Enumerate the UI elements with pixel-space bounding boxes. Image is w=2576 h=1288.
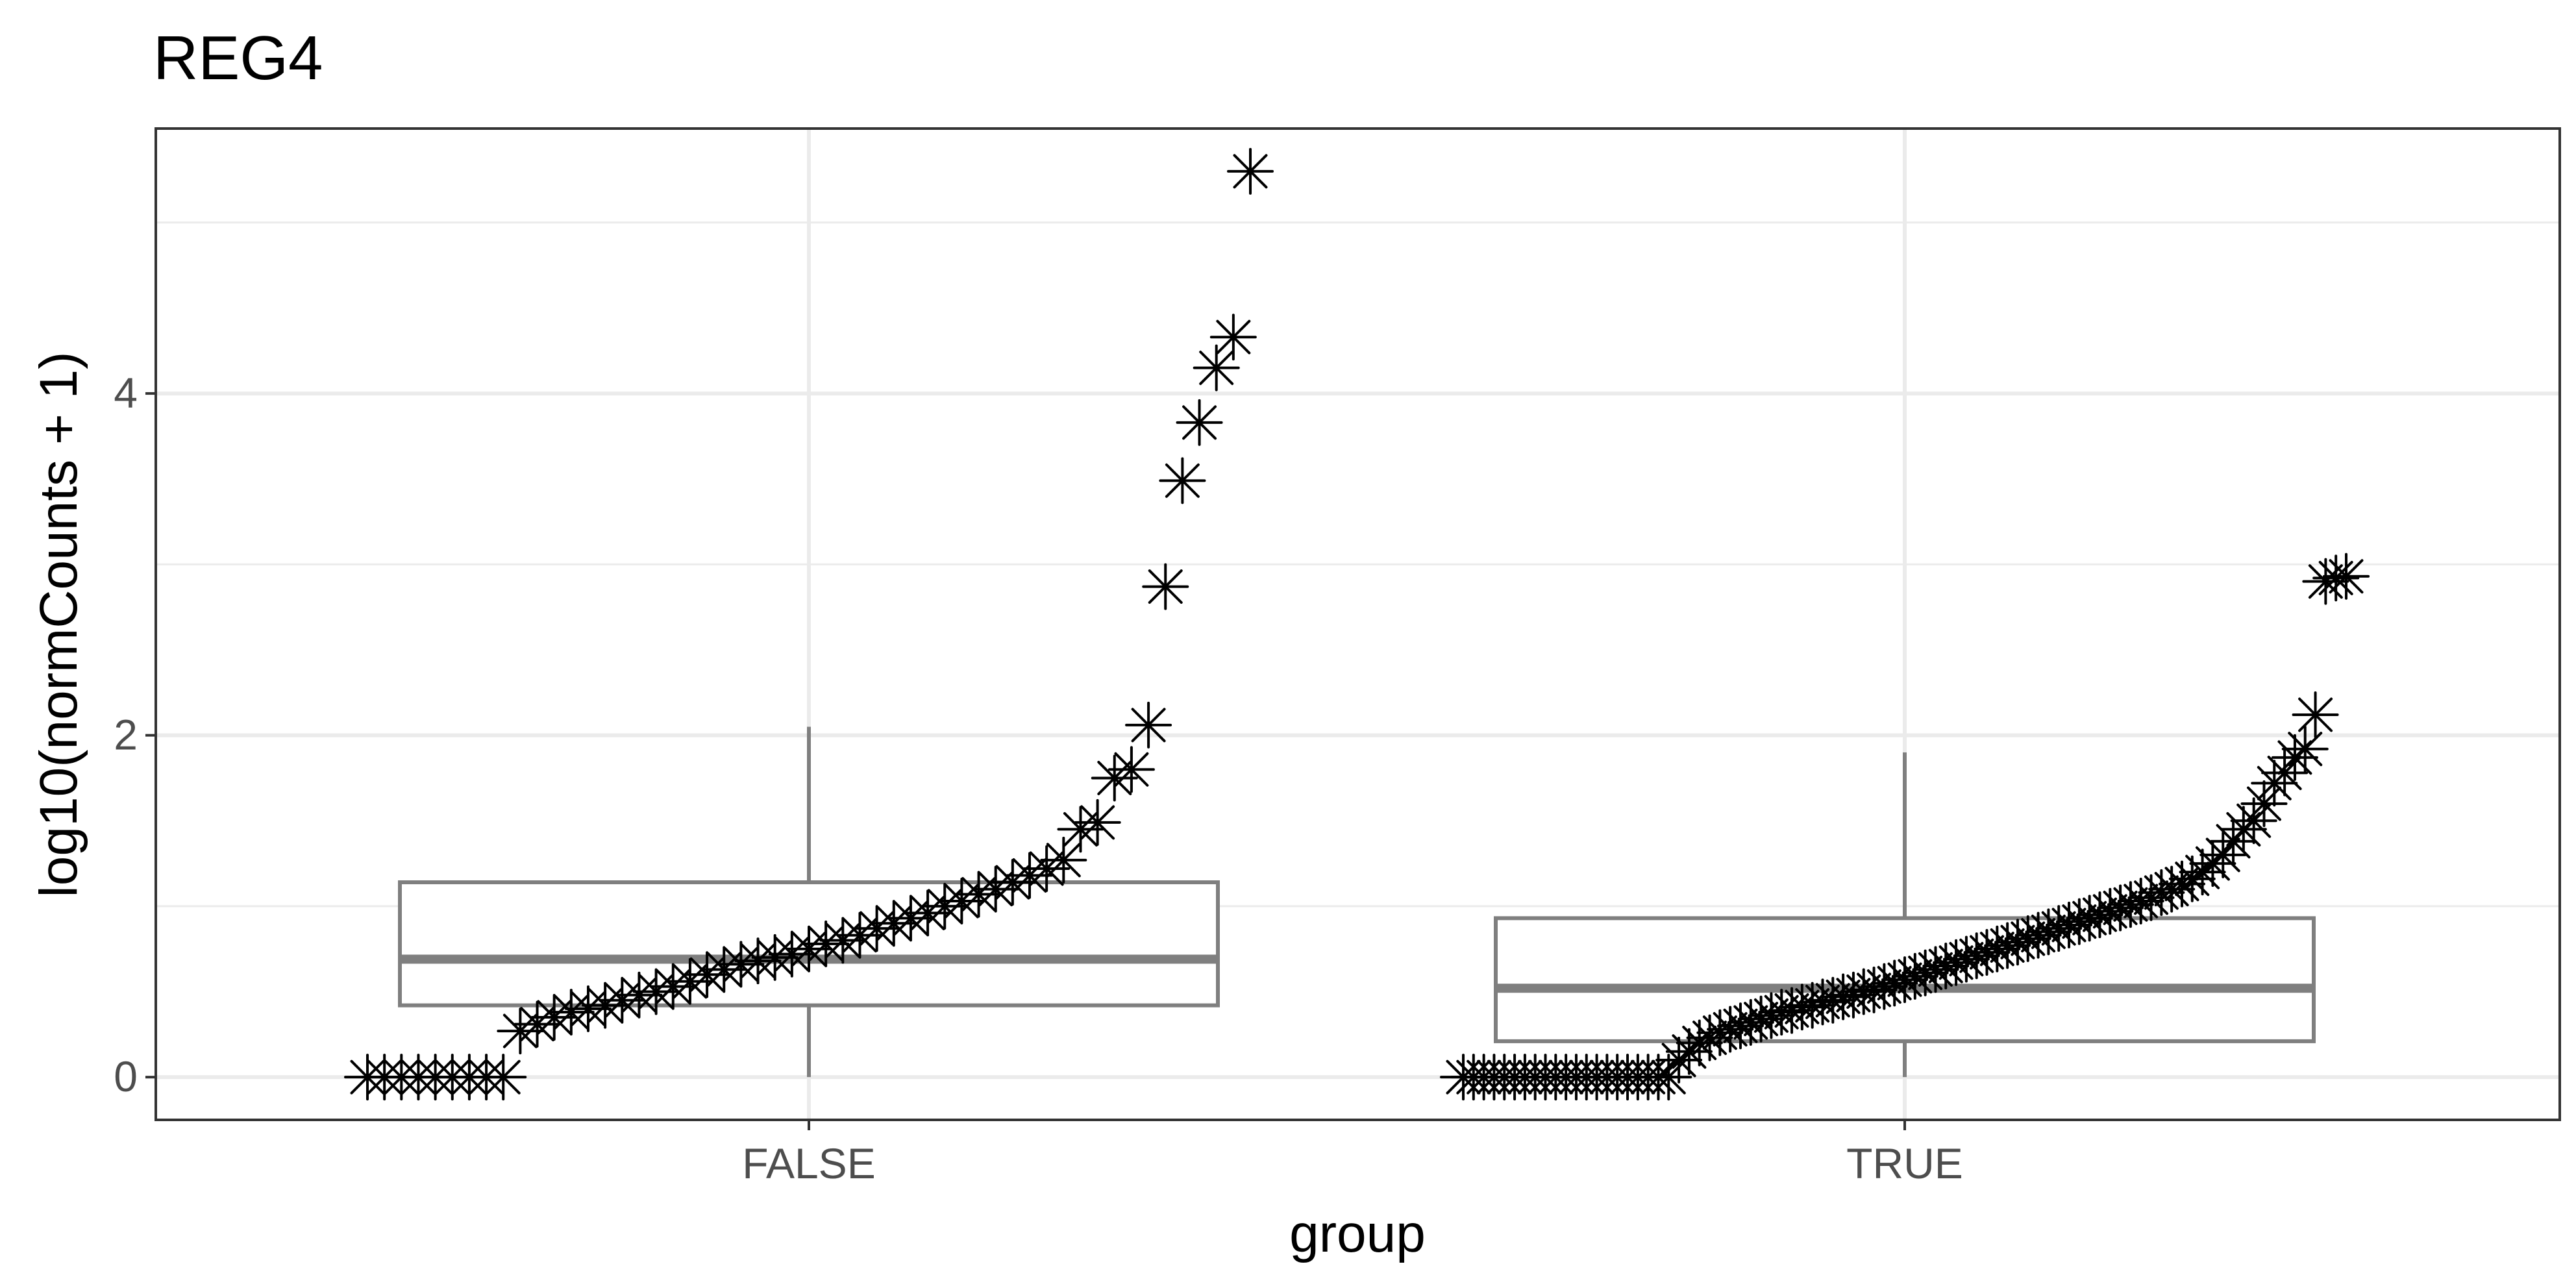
data-point-false xyxy=(1006,852,1053,899)
data-point-false xyxy=(684,951,731,998)
data-point-false xyxy=(497,1008,544,1055)
data-point-true xyxy=(2230,797,2277,845)
data-point-false xyxy=(768,930,815,978)
data-point-false xyxy=(921,882,969,930)
data-point-false xyxy=(1142,563,1189,610)
box-false xyxy=(398,726,1220,1078)
data-point-false xyxy=(1108,746,1155,793)
data-point-true xyxy=(2292,691,2339,739)
data-point-false xyxy=(870,900,917,947)
data-point-true xyxy=(1645,1054,1692,1101)
data-point-false xyxy=(802,920,850,967)
data-point-true xyxy=(2199,831,2247,878)
data-point-false xyxy=(700,946,748,993)
data-point-false xyxy=(632,968,680,1015)
axis-ticks: 0 2 4 FALSE TRUE xyxy=(114,369,1963,1187)
data-point-true xyxy=(2312,554,2360,602)
y-tick-label: 2 xyxy=(114,711,138,759)
plot-panel-border xyxy=(155,127,2561,1121)
data-point-false xyxy=(582,982,629,1029)
x-axis-title: group xyxy=(1289,1204,1426,1263)
data-point-false xyxy=(1023,845,1071,892)
data-point-false xyxy=(955,871,1002,918)
data-point-false xyxy=(530,994,578,1041)
data-point-false xyxy=(1091,754,1138,802)
data-point-false xyxy=(547,989,595,1036)
data-point-false xyxy=(819,917,867,964)
y-axis-title: log10(normCounts + 1) xyxy=(29,352,88,898)
data-point-false xyxy=(938,878,985,925)
data-point-true xyxy=(2240,780,2288,827)
data-point-false xyxy=(734,937,782,985)
data-point-false xyxy=(1159,457,1206,504)
data-point-false xyxy=(1125,701,1172,749)
data-point-false xyxy=(649,963,697,1010)
data-point-false xyxy=(666,958,713,1005)
data-point-false xyxy=(1176,399,1223,446)
chart-title: REG4 xyxy=(153,23,323,93)
data-point-false xyxy=(972,865,1019,913)
data-point-false xyxy=(565,985,612,1032)
data-point-false xyxy=(989,859,1036,906)
x-tick-label: TRUE xyxy=(1846,1139,1963,1187)
data-point-false xyxy=(751,934,799,981)
y-tick-label: 0 xyxy=(114,1052,138,1100)
data-point-false xyxy=(887,895,934,942)
data-point-false xyxy=(1074,799,1121,846)
data-point-true xyxy=(2323,552,2370,600)
data-point-false xyxy=(717,941,765,988)
data-point-false xyxy=(599,976,646,1024)
data-point-false xyxy=(1057,806,1104,853)
data-point-true xyxy=(2281,725,2329,773)
y-tick-label: 4 xyxy=(114,369,138,417)
data-point-false xyxy=(836,911,884,959)
data-point-false xyxy=(514,1000,561,1048)
data-point-false xyxy=(1227,147,1274,195)
data-point-false xyxy=(1209,314,1257,361)
data-point-false xyxy=(615,971,663,1019)
data-point-false xyxy=(904,889,952,937)
data-points xyxy=(344,147,2370,1101)
data-point-false xyxy=(853,905,900,952)
x-tick-label: FALSE xyxy=(742,1139,875,1187)
data-point-false xyxy=(786,925,832,972)
data-point-false xyxy=(480,1054,527,1101)
